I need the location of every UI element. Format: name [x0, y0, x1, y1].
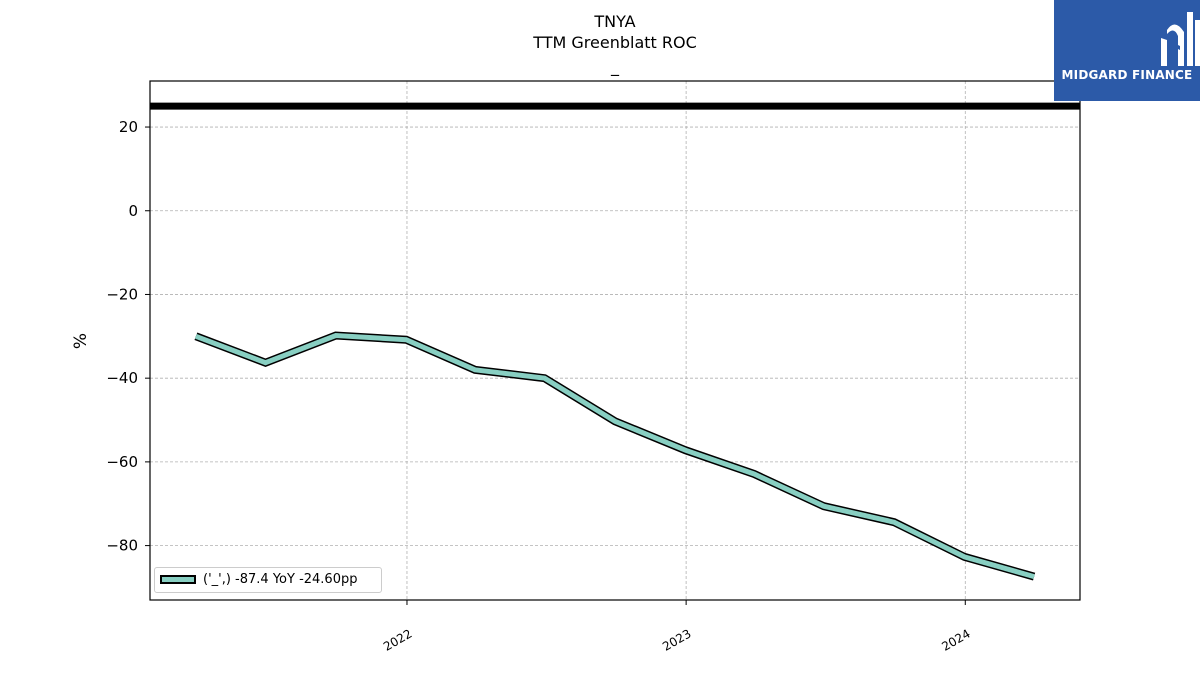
chart-title-ticker: TNYA [594, 12, 636, 31]
series-line [194, 331, 1036, 581]
logo-mark-icon [1161, 12, 1200, 66]
y-tick-label: −80 [106, 537, 138, 555]
x-tick-label: 2024 [939, 626, 972, 653]
series-point [753, 473, 755, 475]
series-point [405, 339, 407, 341]
series-point [614, 420, 616, 422]
logo-text: MIDGARD FINANCE [1061, 68, 1193, 82]
x-tick-label: 2023 [660, 626, 693, 653]
series-point [195, 335, 197, 337]
y-axis-ticks: 20 0 −20 −40 −60 −80 [106, 118, 150, 555]
gridlines [150, 81, 1080, 600]
series-point [684, 449, 686, 451]
y-tick-label: 20 [119, 118, 138, 136]
chart-subtitle: _ [611, 57, 619, 76]
plot-frame [149, 80, 1081, 601]
series-point [893, 521, 895, 523]
series-point [964, 556, 966, 558]
y-tick-label: 0 [128, 202, 138, 220]
y-tick-label: −20 [106, 285, 138, 303]
legend-swatch [160, 575, 196, 584]
series-point [1033, 576, 1035, 578]
series-line-outline [194, 331, 1036, 581]
y-tick-label: −40 [106, 369, 138, 387]
legend-label: ('_',) -87.4 YoY -24.60pp [203, 572, 358, 587]
series-point [823, 505, 825, 507]
x-tick-label: 2022 [381, 626, 414, 653]
series-point [264, 362, 266, 364]
y-tick-label: −60 [106, 453, 138, 471]
chart-title-metric: TTM Greenblatt ROC [533, 33, 697, 52]
y-axis-label: % [71, 333, 91, 349]
midgard-finance-logo: MIDGARD FINANCE [1054, 0, 1200, 101]
x-axis-ticks: 2022 2023 2024 [381, 600, 973, 654]
series-point [335, 334, 337, 336]
series-point [474, 369, 476, 371]
series-line [195, 332, 1035, 580]
legend: ('_',) -87.4 YoY -24.60pp [154, 567, 382, 593]
series-point [544, 377, 546, 379]
